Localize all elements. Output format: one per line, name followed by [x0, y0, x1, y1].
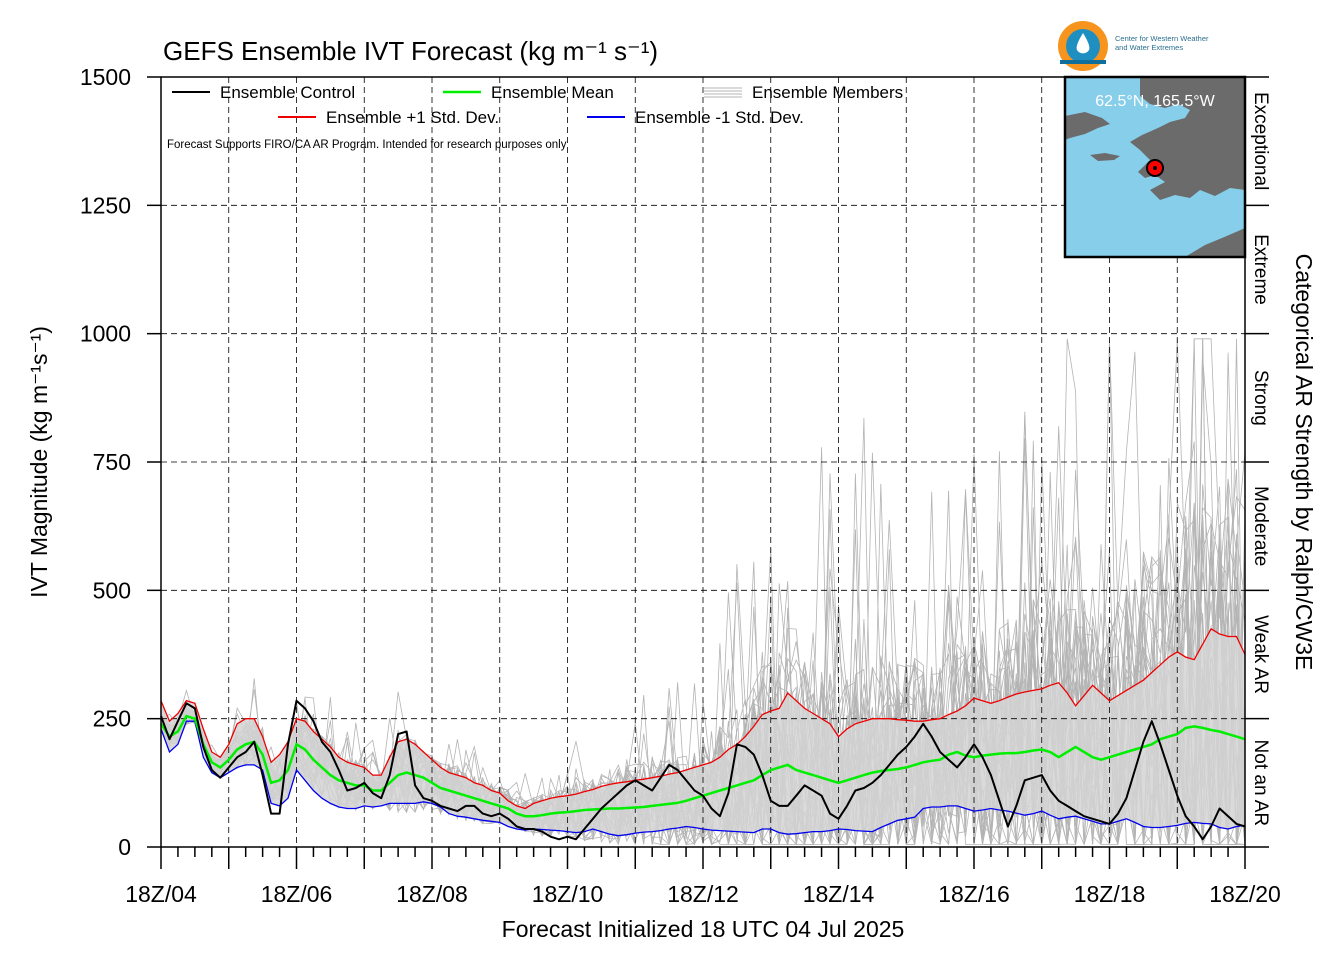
y-tick-label: 0 [118, 834, 131, 860]
category-label: Strong [1250, 370, 1271, 426]
legend-label-minus-std: Ensemble -1 Std. Dev. [635, 108, 804, 127]
category-label: Extreme [1250, 234, 1271, 305]
legend-label-control: Ensemble Control [220, 83, 355, 102]
legend-label-members: Ensemble Members [752, 83, 903, 102]
x-tick-label: 18Z/08 [396, 881, 468, 907]
series-minus-std-line [160, 720, 1246, 837]
y-axis-label: IVT Magnitude (kg m⁻¹s⁻¹) [26, 326, 52, 598]
y-tick-label: 1250 [80, 192, 131, 218]
logo-wave-icon [1060, 60, 1106, 64]
cw3e-logo: Center for Western Weather and Water Ext… [1058, 21, 1209, 71]
x-tick-label: 18Z/10 [532, 881, 604, 907]
legend-swatch-members [704, 87, 742, 98]
series-control-line [160, 699, 1246, 841]
legend: Ensemble Control Ensemble Mean Ensemble … [167, 83, 903, 151]
y-tick-label: 1500 [80, 64, 131, 90]
category-label: Exceptional [1250, 92, 1271, 190]
inset-map-island [1090, 153, 1120, 161]
series-layer [159, 627, 1246, 841]
inset-map-land-west [1065, 112, 1110, 140]
category-label: Weak AR [1250, 615, 1271, 694]
logo-drop-icon [1076, 33, 1090, 54]
x-tick-label: 18Z/20 [1209, 881, 1281, 907]
right-axis-label: Categorical AR Strength by Ralph/CW3E [1291, 254, 1317, 671]
legend-label-plus-std: Ensemble +1 Std. Dev. [326, 108, 499, 127]
x-tick-label: 18Z/12 [667, 881, 739, 907]
logo-text-line1: Center for Western Weather [1115, 34, 1209, 43]
grid-layer [161, 77, 1245, 847]
x-axis-label: Forecast Initialized 18 UTC 04 Jul 2025 [502, 916, 905, 942]
y-tick-label: 250 [93, 706, 131, 732]
inset-map: 62.5°N, 165.5°W [1063, 75, 1247, 259]
chart-title: GEFS Ensemble IVT Forecast (kg m⁻¹ s⁻¹) [163, 36, 658, 66]
axes-layer: 0 250 500 750 1000 1250 1500 18Z/04 18Z/06 18Z/08… [80, 64, 1281, 907]
x-tick-label: 18Z/16 [938, 881, 1010, 907]
x-tick-label: 18Z/14 [803, 881, 875, 907]
legend-label-mean: Ensemble Mean [491, 83, 614, 102]
inset-map-location-label: 62.5°N, 165.5°W [1095, 93, 1215, 110]
y-tick-label: 1000 [80, 321, 131, 347]
disclaimer-note: Forecast Supports FIRO/CA AR Program. In… [167, 139, 567, 151]
y-tick-label: 500 [93, 577, 131, 603]
x-tick-label: 18Z/06 [261, 881, 333, 907]
category-layer: Not an AR Weak AR Moderate Strong Extreme Exc… [1245, 76, 1271, 848]
series-plus-std-line [160, 627, 1246, 810]
x-tick-label: 18Z/18 [1074, 881, 1146, 907]
category-label: Moderate [1250, 486, 1271, 566]
y-tick-label: 750 [93, 449, 131, 475]
logo-text-line2: and Water Extremes [1115, 43, 1183, 52]
inset-map-land-south [1185, 228, 1245, 257]
x-tick-label: 18Z/04 [125, 881, 197, 907]
category-label: Not an AR [1250, 740, 1271, 827]
